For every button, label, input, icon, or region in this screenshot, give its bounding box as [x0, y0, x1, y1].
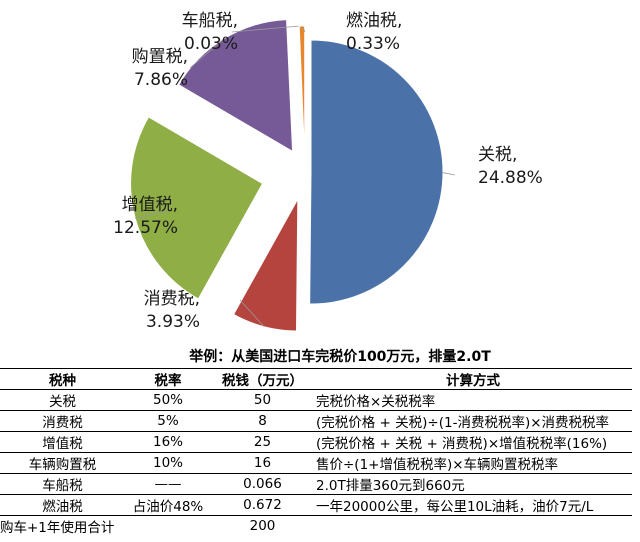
leader-line-4: [189, 38, 225, 69]
cell-calculation: 2.0T排量360元到660元: [314, 473, 632, 495]
leader-line-2: [239, 299, 265, 327]
table-row: 关税 50% 50 完税价格×关税税率: [0, 389, 632, 411]
header-tax-rate: 税率: [125, 368, 211, 390]
pie-slice-6: [298, 25, 306, 159]
header-tax-type: 税种: [0, 368, 125, 390]
leader-line-6: [301, 25, 306, 33]
slice-label-percent-2: 3.93%: [146, 312, 200, 332]
total-label: 购车+1年使用合计: [0, 520, 115, 536]
pie-chart: 关税, 24.88% 消费税, 3.93% 增值税, 12.57% 购置税, 7.86% 车船税…: [113, 11, 543, 332]
slice-label-percent-3: 12.57%: [113, 218, 178, 238]
cell-tax-amount: 8: [211, 410, 314, 432]
table-total-row: 购车+1年使用合计 200: [0, 516, 632, 537]
cell-calculation: 一年20000公里，每公里10L油耗，油价7元/L: [314, 494, 632, 516]
pie-slice-1: [309, 39, 444, 305]
slice-label-name-6: 燃油税,: [346, 11, 402, 31]
table-row: 车船税 —— 0.066 2.0T排量360元到660元: [0, 473, 632, 495]
cell-tax-rate: 10%: [125, 452, 211, 474]
total-empty-cell: [314, 516, 632, 537]
slice-label-percent-1: 24.88%: [478, 168, 543, 188]
table-row: 车辆购置税 10% 16 售价÷(1+增值税税率)×车辆购置税税率: [0, 452, 632, 474]
slice-label-percent-4: 7.86%: [134, 70, 188, 90]
cell-calculation: 售价÷(1+增值税税率)×车辆购置税税率: [314, 452, 632, 474]
leader-line-1: [442, 172, 456, 176]
slice-label-name-4: 购置税,: [132, 47, 188, 67]
cell-tax-amount: 0.066: [211, 473, 314, 495]
cell-tax-type: 消费税: [0, 410, 125, 432]
cell-tax-rate: 50%: [125, 389, 211, 411]
total-value: 200: [249, 518, 276, 534]
cell-tax-amount: 50: [211, 389, 314, 411]
cell-tax-type: 车辆购置税: [0, 452, 125, 474]
cell-tax-rate: 5%: [125, 410, 211, 432]
header-tax-amount: 税钱（万元）: [211, 368, 314, 390]
table-title: 举例：从美国进口车完税价100万元，排量2.0T: [189, 349, 491, 365]
table-row: 增值税 16% 25 (完税价格 + 关税 + 消费税)×增值税税率(16%): [0, 431, 632, 453]
tax-table-section: 举例：从美国进口车完税价100万元，排量2.0T 税种 税率 税钱（万元） 计算…: [0, 346, 640, 536]
cell-tax-rate: 16%: [125, 431, 211, 453]
cell-tax-rate: 占油价48%: [125, 494, 211, 516]
leader-line-3: [135, 209, 171, 219]
slice-label-percent-6: 0.33%: [346, 34, 400, 54]
table-header-row: 税种 税率 税钱（万元） 计算方式: [0, 368, 632, 390]
cell-tax-amount: 25: [211, 431, 314, 453]
slice-label-name-2: 消费税,: [144, 289, 200, 309]
cell-tax-type: 车船税: [0, 473, 125, 495]
cell-tax-type: 增值税: [0, 431, 125, 453]
cell-calculation: (完税价格 + 关税 + 消费税)×增值税税率(16%): [314, 431, 632, 453]
cell-tax-rate: ——: [125, 473, 211, 495]
cell-tax-type: 燃油税: [0, 494, 125, 516]
header-calculation: 计算方式: [314, 368, 632, 390]
slice-label-name-3: 增值税,: [122, 195, 178, 215]
cell-tax-type: 关税: [0, 389, 125, 411]
table-row: 消费税 5% 8 (完税价格 + 关税)÷(1-消费税税率)×消费税税率: [0, 410, 632, 432]
cell-tax-amount: 16: [211, 452, 314, 474]
cell-calculation: 完税价格×关税税率: [314, 389, 632, 411]
tax-table: 税种 税率 税钱（万元） 计算方式 关税 50% 50 完税价格×关税税率 消费…: [0, 368, 632, 536]
slice-label-percent-5: 0.03%: [184, 34, 238, 54]
slice-label-name-1: 关税,: [478, 145, 517, 165]
cell-tax-amount: 0.672: [211, 494, 314, 516]
leader-line-5: [231, 25, 299, 33]
slice-label-name-5: 车船税,: [182, 11, 238, 31]
cell-calculation: (完税价格 + 关税)÷(1-消费税税率)×消费税税率: [314, 410, 632, 432]
table-row: 燃油税 占油价48% 0.672 一年20000公里，每公里10L油耗，油价7元…: [0, 494, 632, 516]
